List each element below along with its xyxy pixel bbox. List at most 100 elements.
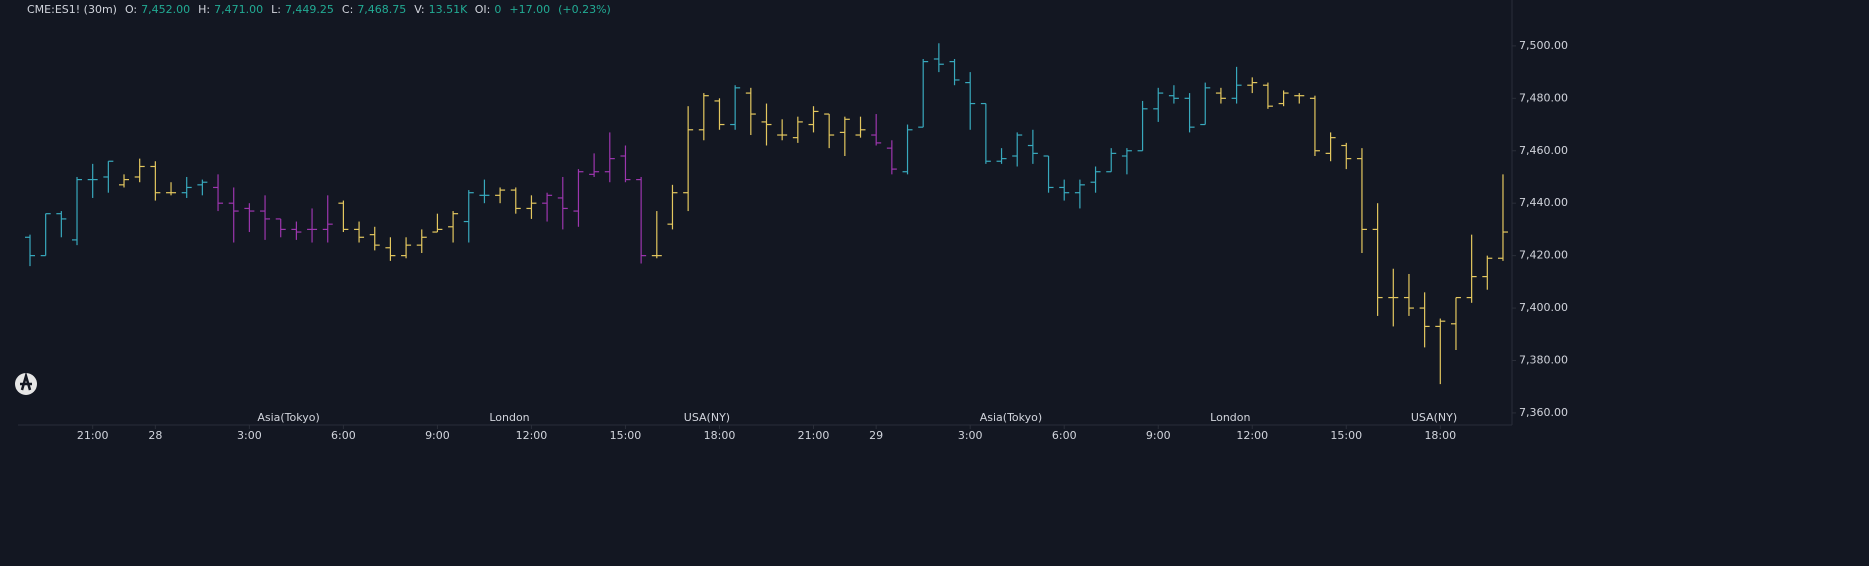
y-tick-label: 7,440.00 xyxy=(1519,196,1568,209)
x-tick-label: 15:00 xyxy=(610,429,642,442)
header: CME:ES1! (30m) O: 7,452.00 H: 7,471.00 L: 7,44… xyxy=(27,3,611,16)
field-label: H: xyxy=(198,3,210,16)
ohlc-bar xyxy=(1137,100,1148,152)
ohlc-bar xyxy=(1168,85,1179,104)
ohlc-bar xyxy=(1043,155,1054,193)
ohlc-bar xyxy=(557,176,568,230)
field-value: 7,452.00 xyxy=(141,3,190,16)
ohlc-bar xyxy=(1184,93,1195,133)
ohlc-bar xyxy=(432,213,443,233)
y-tick-label: 7,360.00 xyxy=(1519,406,1568,419)
change-pct: (+0.23%) xyxy=(558,3,611,16)
ohlc-bar xyxy=(275,218,286,238)
field-value: 7,468.75 xyxy=(357,3,406,16)
ohlc-bar xyxy=(1482,255,1493,290)
ohlc-bar xyxy=(495,187,506,204)
field-label: OI: xyxy=(475,3,491,16)
x-tick-label: 9:00 xyxy=(425,429,450,442)
ohlc-bar xyxy=(808,106,819,133)
ohlc-bar xyxy=(1325,132,1336,162)
ohlc-bar xyxy=(1027,129,1038,164)
ohlc-bar xyxy=(322,195,333,243)
ohlc-bar xyxy=(1278,90,1289,107)
ohlc-bar xyxy=(1309,95,1320,156)
x-tick-label: 18:00 xyxy=(1424,429,1456,442)
ohlc-bar xyxy=(933,43,944,73)
ohlc-bar xyxy=(1356,148,1367,254)
y-tick-label: 7,480.00 xyxy=(1519,91,1568,104)
ohlc-bar xyxy=(1215,87,1226,104)
ohlc-bar xyxy=(667,184,678,230)
ohlc-bar xyxy=(228,187,239,243)
x-tick-label: 6:00 xyxy=(331,429,356,442)
ohlc-bar xyxy=(949,58,960,86)
ohlc-bar xyxy=(354,221,365,243)
ohlc-bar xyxy=(510,187,521,214)
ohlc-bar xyxy=(965,72,976,130)
ohlc-bar xyxy=(620,145,631,183)
ohlc-bar xyxy=(134,158,145,183)
y-tick-label: 7,500.00 xyxy=(1519,39,1568,52)
x-tick-label: 18:00 xyxy=(704,429,736,442)
ohlc-bar xyxy=(886,140,897,175)
ohlc-bar xyxy=(1059,179,1070,201)
ohlc-bar xyxy=(542,192,553,222)
x-tick-label: 9:00 xyxy=(1146,429,1171,442)
ohlc-bar xyxy=(1294,93,1305,104)
session-label: London xyxy=(489,411,529,424)
ohlc-bar xyxy=(636,176,647,264)
ohlc-bar xyxy=(150,161,161,201)
ohlc-bar xyxy=(197,179,208,196)
ohlc-bar xyxy=(1450,296,1461,351)
x-tick-label: 21:00 xyxy=(798,429,830,442)
ohlc-bar xyxy=(181,176,192,198)
ohlc-bar xyxy=(40,213,51,257)
x-tick-label: 3:00 xyxy=(958,429,983,442)
ohlc-bar xyxy=(1388,268,1399,327)
ohlc-bar xyxy=(87,163,98,198)
ohlc-bar xyxy=(1466,234,1477,303)
field-label: C: xyxy=(342,3,353,16)
ohlc-bar xyxy=(918,58,929,128)
ohlc-bar xyxy=(338,200,349,233)
ohlc-bar xyxy=(1372,203,1383,316)
ohlc-bar xyxy=(855,116,866,138)
ohlc-bar xyxy=(1200,82,1211,126)
y-tick-label: 7,420.00 xyxy=(1519,249,1568,262)
ohlc-bar xyxy=(1262,82,1273,109)
ohlc-bar xyxy=(777,119,788,141)
ohlc-bar xyxy=(573,169,584,227)
ohlc-bar xyxy=(213,174,224,212)
ohlc-bar xyxy=(1012,132,1023,167)
field-value: 0 xyxy=(494,3,501,16)
field-value: 7,449.25 xyxy=(285,3,334,16)
ohlc-bar xyxy=(1247,77,1258,94)
ohlc-bar xyxy=(244,203,255,233)
ohlc-bar xyxy=(745,87,756,136)
x-tick-label: 29 xyxy=(869,429,883,442)
ohlc-bar xyxy=(980,102,991,164)
session-label: USA(NY) xyxy=(684,411,730,424)
ohlc-bar xyxy=(651,211,662,259)
ohlc-bar xyxy=(824,113,835,149)
ohlc-bar xyxy=(463,190,474,243)
ohlc-bar xyxy=(56,211,67,238)
ohlc-bar xyxy=(871,114,882,146)
session-label: Asia(Tokyo) xyxy=(257,411,319,424)
ohlc-bar xyxy=(1435,318,1446,385)
symbol: CME:ES1! (30m) xyxy=(27,3,117,16)
ohlc-bar xyxy=(996,148,1007,164)
field-label: O: xyxy=(125,3,137,16)
y-tick-label: 7,460.00 xyxy=(1519,144,1568,157)
x-tick-label: 15:00 xyxy=(1330,429,1362,442)
ohlc-bar xyxy=(166,182,177,196)
ohlc-bar xyxy=(1106,148,1117,173)
x-tick-label: 6:00 xyxy=(1052,429,1077,442)
ohlc-bar xyxy=(1153,87,1164,122)
ohlc-bar xyxy=(1121,148,1132,175)
field-label: V: xyxy=(414,3,424,16)
ohlc-bar xyxy=(103,160,114,193)
ohlc-bar xyxy=(1074,179,1085,209)
